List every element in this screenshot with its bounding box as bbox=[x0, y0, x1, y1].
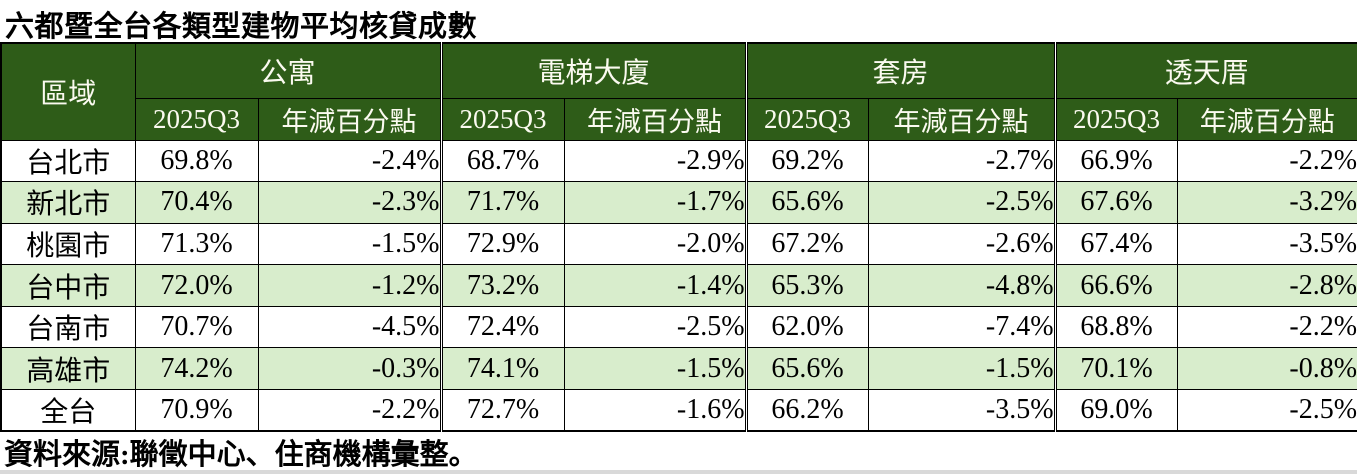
group-header-studio: 套房 bbox=[744, 42, 1056, 99]
table-row: 台北市 69.8% -2.4% 68.7% -2.9% 69.2% -2.7% … bbox=[0, 139, 1357, 183]
yoy-cell: -2.0% bbox=[563, 222, 747, 266]
q3-cell: 66.9% bbox=[1053, 139, 1178, 183]
q3-cell: 72.9% bbox=[439, 222, 565, 266]
yoy-cell: -2.5% bbox=[563, 305, 747, 349]
loan-ratio-table: 區域 公寓 電梯大廈 套房 透天厝 2025Q3 年減百分點 2025Q3 年減… bbox=[0, 42, 1357, 433]
q3-cell: 72.4% bbox=[439, 305, 565, 349]
yoy-cell: -7.4% bbox=[867, 305, 1056, 349]
yoy-cell: -2.2% bbox=[257, 389, 442, 432]
yoy-cell: -2.2% bbox=[1176, 139, 1357, 183]
yoy-cell: -1.4% bbox=[563, 264, 747, 307]
q3-cell: 74.2% bbox=[134, 347, 259, 391]
subheader-yoy: 年減百分點 bbox=[563, 97, 747, 141]
table-row: 台南市 70.7% -4.5% 72.4% -2.5% 62.0% -7.4% … bbox=[0, 305, 1357, 349]
yoy-cell: -0.8% bbox=[1176, 347, 1357, 391]
yoy-cell: -4.8% bbox=[867, 264, 1056, 307]
yoy-cell: -1.5% bbox=[563, 347, 747, 391]
table-row: 全台 70.9% -2.2% 72.7% -1.6% 66.2% -3.5% 6… bbox=[0, 389, 1357, 432]
region-cell: 台北市 bbox=[0, 139, 136, 183]
q3-cell: 69.0% bbox=[1053, 389, 1178, 432]
q3-cell: 69.8% bbox=[134, 139, 259, 183]
yoy-cell: -2.7% bbox=[867, 139, 1056, 183]
q3-cell: 65.6% bbox=[744, 181, 869, 224]
region-cell: 桃園市 bbox=[0, 222, 136, 266]
region-cell: 台南市 bbox=[0, 305, 136, 349]
group-header-elevator-building: 電梯大廈 bbox=[439, 42, 747, 99]
yoy-cell: -1.7% bbox=[563, 181, 747, 224]
q3-cell: 68.7% bbox=[439, 139, 565, 183]
region-cell: 高雄市 bbox=[0, 347, 136, 391]
q3-cell: 73.2% bbox=[439, 264, 565, 307]
q3-cell: 74.1% bbox=[439, 347, 565, 391]
subheader-q3: 2025Q3 bbox=[744, 97, 869, 141]
subheader-q3: 2025Q3 bbox=[1053, 97, 1178, 141]
page-title: 六都暨全台各類型建物平均核貸成數 bbox=[5, 10, 478, 43]
header-group-row: 區域 公寓 電梯大廈 套房 透天厝 bbox=[0, 42, 1357, 141]
subheader-yoy: 年減百分點 bbox=[1176, 97, 1357, 141]
q3-cell: 66.6% bbox=[1053, 264, 1178, 307]
yoy-cell: -2.5% bbox=[867, 181, 1056, 224]
q3-cell: 70.7% bbox=[134, 305, 259, 349]
bottom-strip bbox=[0, 470, 1357, 474]
subheader-q3: 2025Q3 bbox=[439, 97, 565, 141]
yoy-cell: -3.5% bbox=[1176, 222, 1357, 266]
region-cell: 全台 bbox=[0, 389, 136, 432]
q3-cell: 72.0% bbox=[134, 264, 259, 307]
table-row: 台中市 72.0% -1.2% 73.2% -1.4% 65.3% -4.8% … bbox=[0, 264, 1357, 307]
yoy-cell: -2.9% bbox=[563, 139, 747, 183]
q3-cell: 67.6% bbox=[1053, 181, 1178, 224]
q3-cell: 62.0% bbox=[744, 305, 869, 349]
q3-cell: 67.2% bbox=[744, 222, 869, 266]
yoy-cell: -2.5% bbox=[1176, 389, 1357, 432]
table-row: 桃園市 71.3% -1.5% 72.9% -2.0% 67.2% -2.6% … bbox=[0, 222, 1357, 266]
q3-cell: 72.7% bbox=[439, 389, 565, 432]
yoy-cell: -2.8% bbox=[1176, 264, 1357, 307]
q3-cell: 68.8% bbox=[1053, 305, 1178, 349]
header-sub-row: 2025Q3 年減百分點 2025Q3 年減百分點 2025Q3 年減百分點 2… bbox=[1, 97, 1357, 141]
yoy-cell: -1.6% bbox=[563, 389, 747, 432]
source-note: 資料來源:聯徵中心、住商機構彙整。 bbox=[4, 438, 478, 471]
yoy-cell: -0.3% bbox=[257, 347, 442, 391]
yoy-cell: -4.5% bbox=[257, 305, 442, 349]
region-column-header: 區域 bbox=[0, 42, 136, 141]
yoy-cell: -3.2% bbox=[1176, 181, 1357, 224]
region-cell: 新北市 bbox=[0, 181, 136, 224]
q3-cell: 70.4% bbox=[134, 181, 259, 224]
yoy-cell: -1.2% bbox=[257, 264, 442, 307]
yoy-cell: -2.4% bbox=[257, 139, 442, 183]
subheader-q3: 2025Q3 bbox=[134, 97, 259, 141]
q3-cell: 69.2% bbox=[744, 139, 869, 183]
subheader-yoy: 年減百分點 bbox=[867, 97, 1056, 141]
yoy-cell: -1.5% bbox=[867, 347, 1056, 391]
group-header-apartment: 公寓 bbox=[134, 42, 442, 99]
q3-cell: 71.3% bbox=[134, 222, 259, 266]
yoy-cell: -2.6% bbox=[867, 222, 1056, 266]
subheader-yoy: 年減百分點 bbox=[257, 97, 442, 141]
table-row: 高雄市 74.2% -0.3% 74.1% -1.5% 65.6% -1.5% … bbox=[0, 347, 1357, 391]
q3-cell: 67.4% bbox=[1053, 222, 1178, 266]
yoy-cell: -2.2% bbox=[1176, 305, 1357, 349]
table-row: 新北市 70.4% -2.3% 71.7% -1.7% 65.6% -2.5% … bbox=[0, 181, 1357, 224]
q3-cell: 65.3% bbox=[744, 264, 869, 307]
table-header: 區域 公寓 電梯大廈 套房 透天厝 2025Q3 年減百分點 2025Q3 年減… bbox=[0, 42, 1357, 141]
table-body: 台北市 69.8% -2.4% 68.7% -2.9% 69.2% -2.7% … bbox=[0, 139, 1357, 432]
q3-cell: 66.2% bbox=[744, 389, 869, 432]
q3-cell: 71.7% bbox=[439, 181, 565, 224]
q3-cell: 70.1% bbox=[1053, 347, 1178, 391]
group-header-townhouse: 透天厝 bbox=[1053, 42, 1357, 99]
q3-cell: 70.9% bbox=[134, 389, 259, 432]
region-cell: 台中市 bbox=[0, 264, 136, 307]
yoy-cell: -3.5% bbox=[867, 389, 1056, 432]
yoy-cell: -1.5% bbox=[257, 222, 442, 266]
q3-cell: 65.6% bbox=[744, 347, 869, 391]
yoy-cell: -2.3% bbox=[257, 181, 442, 224]
